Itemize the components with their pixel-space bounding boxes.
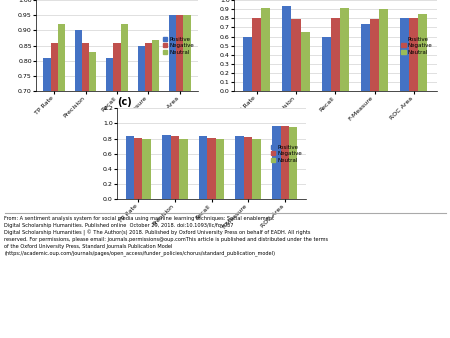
Bar [162, 135, 171, 199]
Legend: Positive, Negative, Neutral: Positive, Negative, Neutral [270, 144, 303, 164]
Bar [82, 43, 89, 304]
Bar [283, 6, 292, 91]
Text: From: A sentiment analysis system for social media using machine learning techni: From: A sentiment analysis system for so… [4, 216, 328, 257]
Bar [169, 15, 176, 304]
Bar [184, 15, 191, 304]
Bar [171, 136, 179, 199]
Bar [292, 19, 301, 91]
Bar [252, 139, 261, 199]
Bar [143, 139, 151, 199]
Bar [126, 136, 134, 199]
Bar [216, 139, 224, 199]
Bar [50, 43, 58, 304]
Bar [418, 14, 427, 91]
Legend: Positive, Negative, Neutral: Positive, Negative, Neutral [162, 35, 195, 56]
Bar [121, 24, 128, 304]
Bar [244, 137, 252, 199]
Legend: Positive, Negative, Neutral: Positive, Negative, Neutral [400, 35, 434, 56]
Bar [243, 37, 252, 91]
Bar [289, 127, 297, 199]
Bar [113, 43, 121, 304]
Bar [199, 136, 207, 199]
Bar [322, 37, 331, 91]
Bar [106, 58, 113, 304]
Bar [145, 43, 152, 304]
Bar [58, 24, 65, 304]
Bar [176, 15, 184, 304]
Bar [340, 8, 349, 91]
Bar [272, 126, 280, 199]
Bar [207, 138, 216, 199]
Bar [409, 18, 418, 91]
Bar [235, 136, 244, 199]
Bar [152, 40, 159, 304]
Bar [370, 19, 379, 91]
Bar [43, 58, 50, 304]
Bar [400, 18, 409, 91]
Bar [361, 24, 370, 91]
Text: (c): (c) [117, 97, 132, 107]
Bar [379, 9, 388, 91]
Bar [134, 138, 143, 199]
Bar [280, 126, 289, 199]
Bar [89, 52, 96, 304]
Bar [331, 18, 340, 91]
Bar [301, 32, 310, 91]
Bar [261, 8, 270, 91]
Bar [75, 30, 82, 304]
Bar [252, 18, 261, 91]
Bar [138, 46, 145, 304]
Bar [179, 139, 188, 199]
